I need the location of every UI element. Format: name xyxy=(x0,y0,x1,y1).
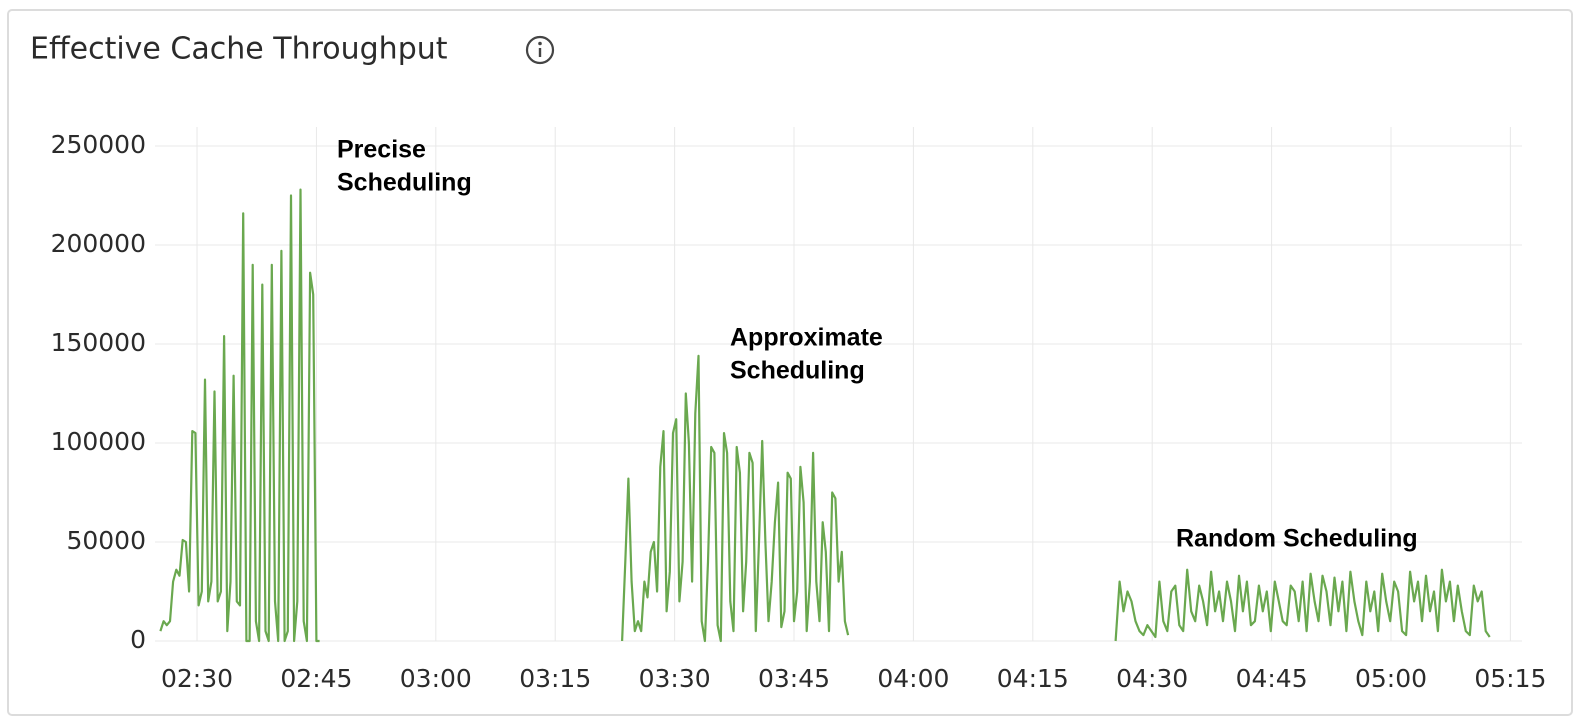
y-tick-label: 50000 xyxy=(66,526,146,555)
x-tick-label: 03:15 xyxy=(519,664,591,693)
x-tick-label: 04:15 xyxy=(997,664,1069,693)
x-tick-label: 05:00 xyxy=(1355,664,1427,693)
x-tick-label: 04:00 xyxy=(877,664,949,693)
x-tick-label: 02:30 xyxy=(161,664,233,693)
x-tick-label: 03:00 xyxy=(400,664,472,693)
x-tick-label: 03:45 xyxy=(758,664,830,693)
y-tick-label: 0 xyxy=(130,625,146,654)
annotation: Precise xyxy=(337,136,426,164)
x-tick-label: 05:15 xyxy=(1474,664,1546,693)
x-tick-label: 04:45 xyxy=(1236,664,1308,693)
y-tick-label: 200000 xyxy=(51,229,146,258)
x-tick-label: 03:30 xyxy=(639,664,711,693)
panel xyxy=(7,9,1573,716)
annotation: Scheduling xyxy=(337,169,472,197)
x-tick-label: 04:30 xyxy=(1116,664,1188,693)
y-tick-label: 100000 xyxy=(51,427,146,456)
annotation: Approximate xyxy=(730,324,883,352)
x-tick-label: 02:45 xyxy=(280,664,352,693)
y-tick-label: 150000 xyxy=(51,328,146,357)
annotation: Scheduling xyxy=(730,357,865,385)
series-line xyxy=(159,188,1491,643)
annotation: Random Scheduling xyxy=(1176,525,1418,553)
chart-title: Effective Cache Throughput xyxy=(30,32,448,67)
info-icon[interactable] xyxy=(525,35,555,65)
y-tick-label: 250000 xyxy=(51,130,146,159)
